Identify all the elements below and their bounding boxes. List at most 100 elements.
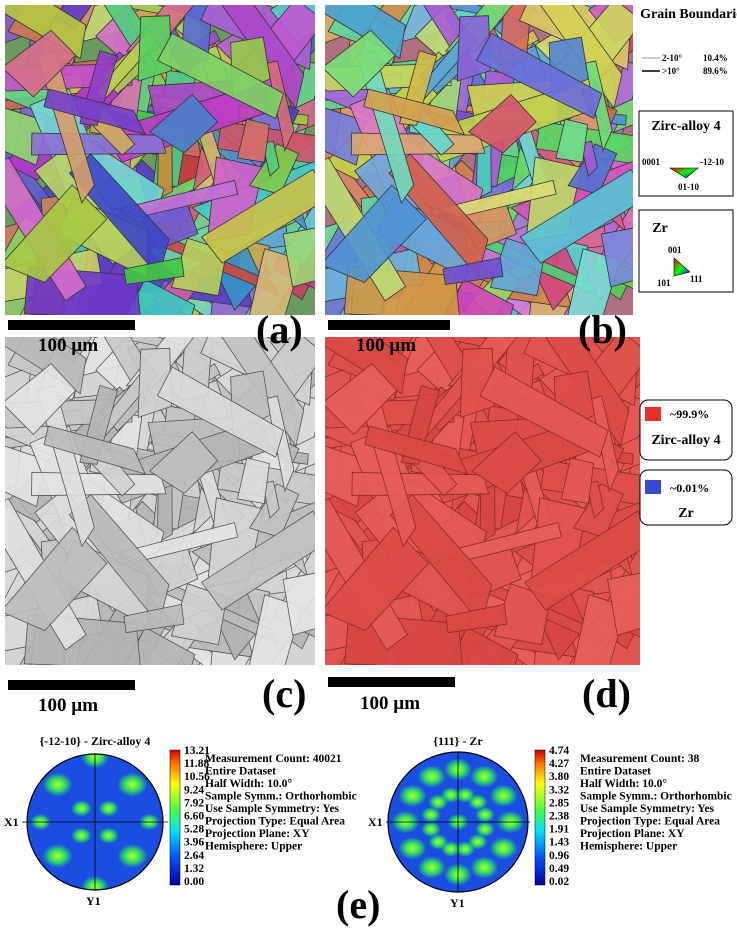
grain [123, 257, 185, 285]
panel-label: (e) [336, 882, 380, 927]
ipf-corner: 101 [657, 278, 671, 288]
grain [363, 88, 466, 136]
grain [156, 366, 285, 458]
info-line: Entire Dataset [580, 766, 651, 778]
scale-bar [328, 320, 450, 330]
colorbar-tick-label: 0.00 [184, 876, 204, 888]
grain [607, 572, 640, 636]
intensity-blob [117, 772, 148, 797]
grain [282, 227, 315, 288]
intensity-blob [475, 821, 495, 838]
pole-figure-title: {-12-10} - Zirc-alloy 4 [40, 734, 151, 748]
pole-figure: {111} - Zr X1 Y1 4.744.273.803.322.85 2.3… [368, 734, 732, 910]
grain [560, 457, 595, 504]
grain [43, 425, 147, 475]
grain [137, 347, 172, 419]
colorbar-tick-label: 4.74 [549, 745, 569, 757]
grain [325, 29, 396, 98]
grain [325, 184, 427, 283]
intensity-blob [421, 806, 441, 823]
intensity-blob [71, 827, 92, 844]
grain [201, 510, 315, 611]
grain [43, 88, 147, 136]
axis-label: Y1 [450, 896, 465, 910]
colorbar-tick-label: 1.43 [549, 837, 569, 849]
intensity-blob [440, 787, 461, 803]
colorbar-tick-label: 1.91 [549, 824, 569, 836]
intensity-blob [489, 837, 518, 860]
scale-label: 100 µm [38, 695, 98, 716]
colorbar-tick-label: 5.28 [184, 824, 204, 836]
info-line: Projection Type: Equal Area [580, 816, 720, 828]
colorbar-tick-label: 3.32 [549, 784, 569, 796]
grain [351, 471, 490, 497]
colorbar-tick-label: 4.27 [549, 758, 569, 770]
ipf-corner: 111 [690, 274, 703, 284]
phase-box [639, 469, 733, 526]
scale-label: 100 µm [38, 335, 98, 356]
pole-figure: {-12-10} - Zirc-alloy 4 X1 Y1 13.2111.88… [4, 734, 357, 908]
grain [459, 347, 495, 419]
intensity-blob [98, 827, 119, 844]
grain [201, 168, 315, 264]
phase-swatch [645, 407, 661, 421]
intensity-blob [470, 856, 499, 879]
phase-box [639, 399, 733, 461]
colorbar-tick-label: 2.38 [549, 811, 569, 823]
colorbar-tick-label: 2.64 [184, 850, 204, 862]
intensity-blob [117, 844, 148, 868]
grain [148, 93, 219, 154]
boundary-label: >10° [662, 66, 680, 76]
grain [236, 118, 270, 163]
intensity-blob [470, 765, 499, 788]
grain [5, 363, 77, 435]
intensity-blob [98, 800, 119, 817]
grain [479, 366, 609, 458]
intensity-blob [428, 833, 449, 850]
grain [456, 15, 491, 82]
intensity-blob [71, 800, 92, 817]
grain [31, 132, 167, 156]
panel-label: (d) [582, 671, 631, 716]
grain [600, 227, 633, 288]
grain [137, 15, 172, 82]
info-line: Projection Type: Equal Area [205, 816, 345, 828]
scale-bar [8, 320, 135, 330]
axis-label: X1 [368, 815, 383, 829]
ipf-corner: -12-10 [700, 157, 724, 167]
colorbar [169, 749, 181, 886]
info-line: Sample Symm.: Orthorhombic [205, 791, 357, 803]
colorbar [534, 749, 546, 886]
grain [445, 603, 508, 634]
grain [325, 363, 398, 435]
colorbar-tick-label: 0.02 [549, 876, 569, 888]
scale-bar [328, 677, 455, 687]
grain [364, 425, 469, 475]
intensity-blob [455, 841, 476, 857]
intensity-blob [421, 821, 441, 838]
colorbar-tick-label: 6.60 [184, 811, 204, 823]
info-line: Projection Plane: XY [580, 828, 685, 840]
grain [31, 471, 167, 497]
grain [236, 457, 270, 504]
ipf-key-title: Zr [652, 221, 668, 236]
pole-figure-title: {111} - Zr [433, 734, 483, 748]
ipf-triangle [673, 257, 691, 277]
info-line: Hemisphere: Upper [205, 841, 302, 853]
intensity-blob [42, 772, 73, 797]
grain [5, 29, 77, 98]
legend-title: Grain Boundaries [640, 7, 737, 22]
info-line: Hemisphere: Upper [580, 841, 677, 853]
intensity-blob [417, 765, 446, 788]
info-line: Sample Symm.: Orthorhombic [580, 791, 732, 803]
ipf-key-box [638, 209, 734, 293]
colorbar-tick-label: 10.56 [184, 771, 210, 783]
colorbar-tick-label: 1.32 [184, 863, 204, 875]
grain [148, 431, 219, 495]
grain [325, 526, 430, 632]
intensity-blob [398, 784, 427, 807]
scale-bar [8, 680, 135, 690]
grain [555, 118, 589, 163]
ipf-corner: 01-10 [678, 182, 699, 192]
info-line: Half Width: 10.0° [205, 778, 292, 790]
